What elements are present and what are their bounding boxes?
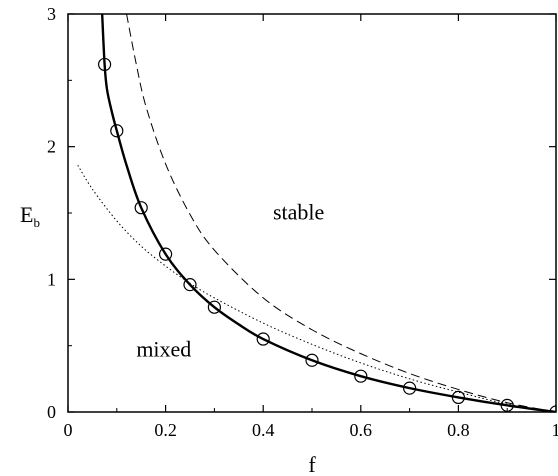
data-point-marker <box>207 300 221 314</box>
y-axis-label: Eb <box>20 202 40 230</box>
y-axis-label-main: E <box>20 202 33 227</box>
y-axis-label-sub: b <box>33 215 40 230</box>
series-group <box>77 14 556 412</box>
data-point-marker <box>159 247 173 261</box>
x-tick-label: 0.6 <box>350 420 373 440</box>
y-tick-label: 2 <box>47 137 56 157</box>
annotations-layer: stable mixed <box>136 200 324 362</box>
region-label-mixed: mixed <box>136 336 191 361</box>
x-tick-label: 0.8 <box>447 420 470 440</box>
solid-curve <box>100 14 556 412</box>
y-tick-label: 1 <box>47 269 56 289</box>
x-tick-label: 0.4 <box>252 420 275 440</box>
data-point-marker <box>403 381 417 395</box>
x-axis-label: f <box>308 452 316 476</box>
data-point-marker <box>256 332 270 346</box>
data-point-marker <box>134 201 148 215</box>
data-point-marker <box>305 353 319 367</box>
data-point-marker <box>183 278 197 292</box>
y-tick-label: 3 <box>47 4 56 24</box>
region-label-stable: stable <box>273 200 324 225</box>
x-tick-label: 0.2 <box>154 420 177 440</box>
ticks-layer: 0 0.2 0.4 0.6 0.8 1 0 1 2 3 <box>47 4 558 440</box>
series-layer <box>77 14 556 412</box>
x-tick-label: 1 <box>552 420 558 440</box>
data-point-marker <box>110 124 124 138</box>
dashed-curve <box>126 14 556 412</box>
data-point-marker <box>97 57 112 72</box>
data-point-marker <box>451 390 465 405</box>
x-tick-label: 0 <box>64 420 73 440</box>
y-tick-label: 0 <box>47 402 56 422</box>
data-point-marker <box>354 369 368 383</box>
